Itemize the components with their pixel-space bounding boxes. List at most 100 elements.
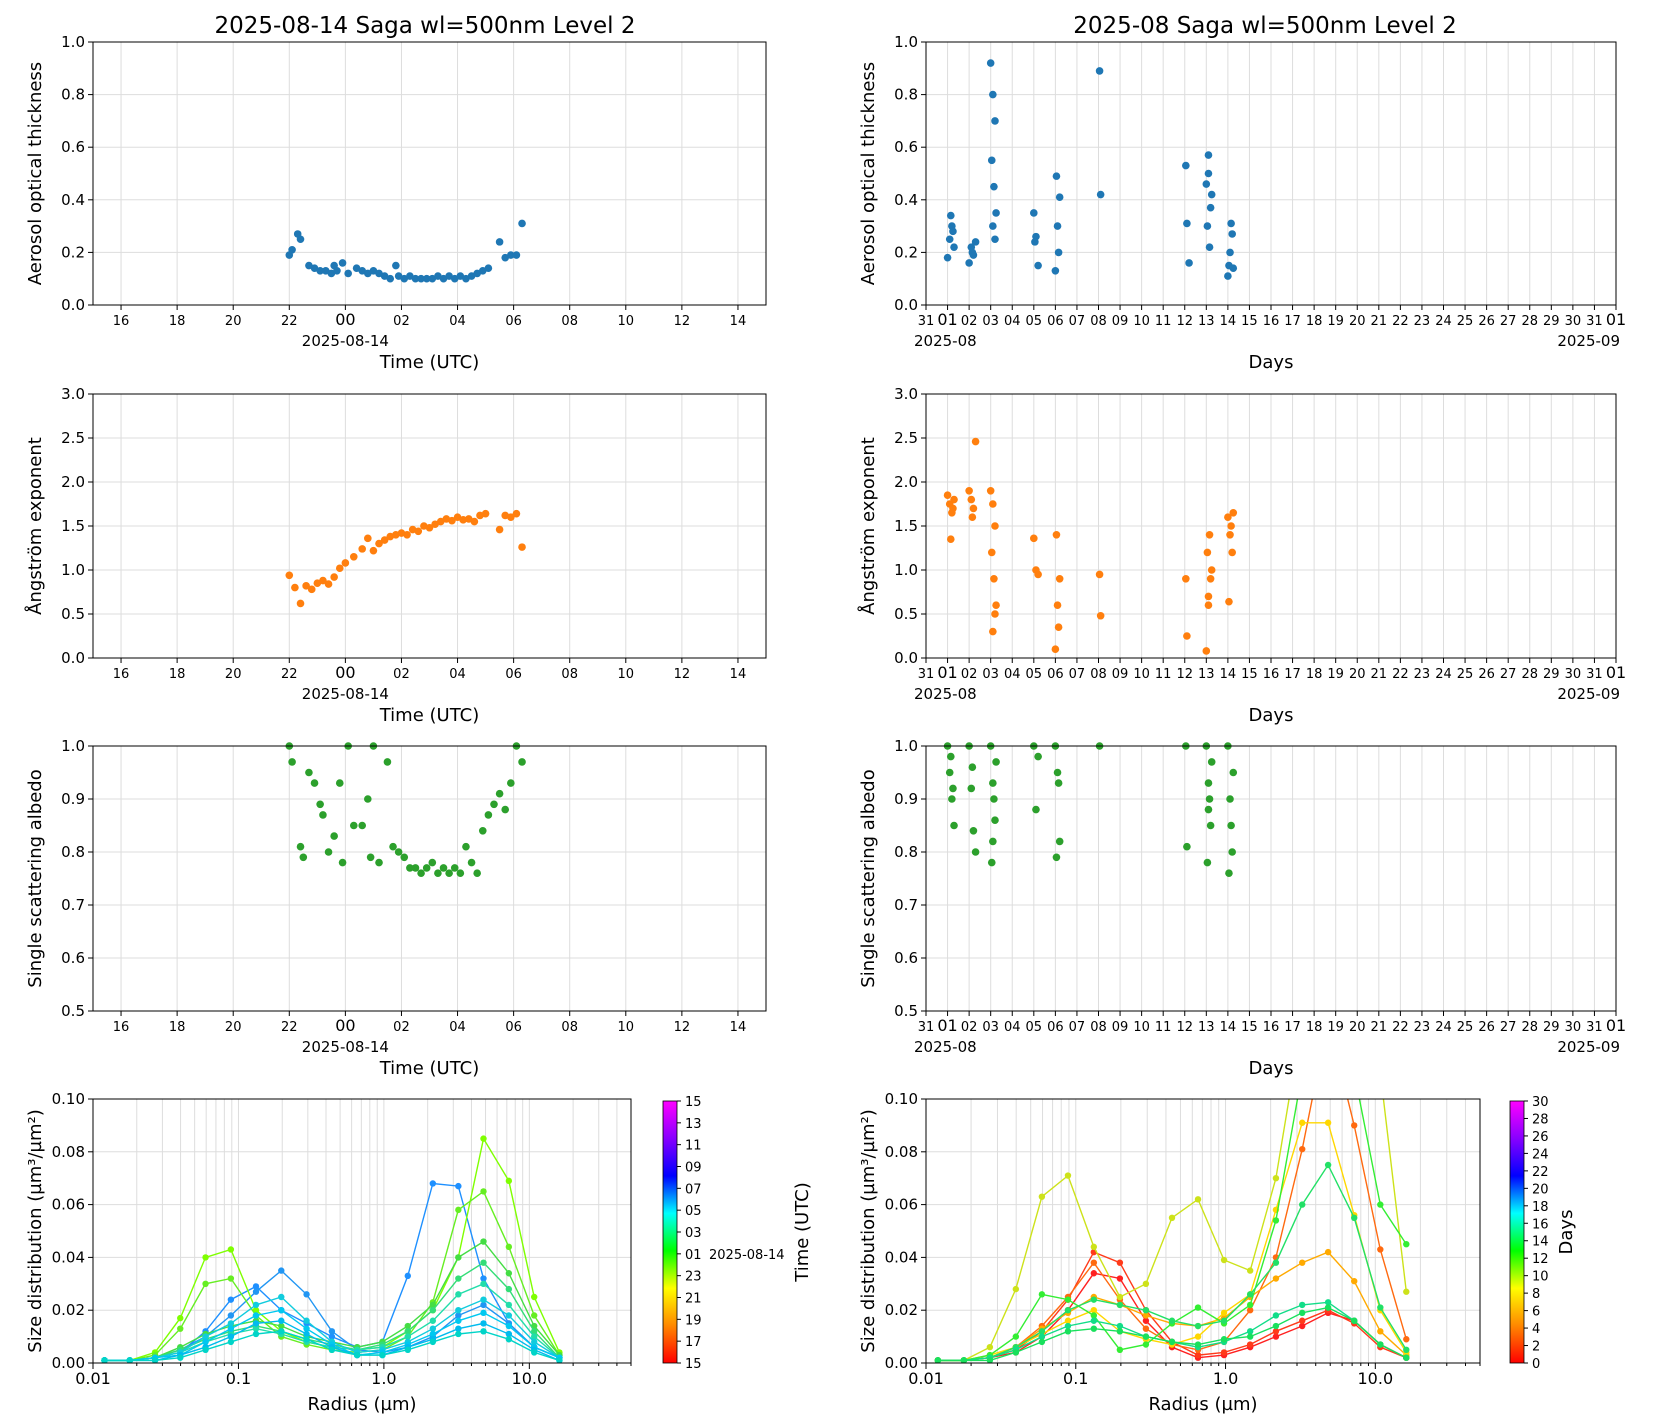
series-point	[1246, 1328, 1254, 1335]
data-point	[949, 227, 957, 236]
data-point	[992, 209, 1000, 217]
data-point	[445, 869, 453, 877]
data-point	[495, 238, 504, 246]
series-point	[1012, 1333, 1020, 1340]
y-tick-label: 0.04	[885, 1248, 918, 1266]
x-tick-label: 17	[1284, 314, 1301, 329]
data-point	[319, 576, 327, 585]
series-line	[937, 1099, 1407, 1362]
series-point	[1403, 1336, 1410, 1343]
y-tick-label: 1.0	[894, 561, 918, 579]
x-tick-label: 02	[393, 314, 410, 329]
colorbar-tick-label: 20	[1532, 1182, 1549, 1197]
series-point	[429, 1180, 437, 1187]
data-point	[1032, 805, 1040, 814]
x-tick-label: 04	[1004, 667, 1021, 682]
data-point	[943, 253, 952, 262]
data-point	[1225, 869, 1233, 877]
series-point	[1220, 1256, 1228, 1264]
x-tick-label: 06	[505, 314, 522, 329]
colorbar-tick-label: 18	[1532, 1200, 1549, 1215]
data-point	[992, 601, 1000, 609]
colorbar-tick-label: 26	[1532, 1130, 1549, 1145]
date-label-left: 2025-08	[914, 685, 977, 703]
colorbar-tick-label: 14	[1532, 1235, 1549, 1250]
data-point	[366, 853, 375, 862]
y-tick-label: 2.0	[894, 473, 918, 491]
y-tick-label: 0.4	[894, 191, 918, 209]
x-tick-label: 21	[1371, 1020, 1388, 1035]
series-point	[429, 1325, 437, 1332]
data-point	[1034, 261, 1042, 270]
ssa_monthly-panel: 31 01 02 03 04 05 06 07 08 09 10 11 12 13 14 15 16 17 18 19…	[858, 737, 1626, 1079]
x-tick-label: 14	[730, 667, 747, 682]
data-point	[1034, 570, 1042, 579]
data-point	[333, 267, 341, 275]
data-point	[1224, 272, 1232, 280]
series-point	[1299, 1301, 1306, 1309]
data-point	[991, 522, 999, 530]
data-point	[392, 261, 400, 270]
y-tick-label: 0.02	[885, 1301, 918, 1319]
data-point	[422, 864, 431, 872]
y-tick-label: 0.10	[52, 1090, 85, 1108]
x-tick-label: 13	[1198, 667, 1215, 682]
y-tick-label: 0.9	[61, 790, 85, 808]
series-point	[429, 1301, 437, 1309]
x-tick-label: 22	[281, 667, 298, 682]
series-point	[1324, 1161, 1332, 1169]
series-point	[1194, 1304, 1202, 1311]
x-tick-label: 24	[1435, 667, 1452, 682]
data-point	[501, 805, 510, 814]
series-point	[1246, 1301, 1254, 1309]
y-axis-label: Size distribution (µm³/µm²)	[858, 1109, 879, 1352]
data-point	[968, 763, 977, 771]
data-point	[316, 267, 324, 275]
series-point	[986, 1357, 994, 1363]
date-label: 2025-08-14	[302, 685, 389, 703]
data-point	[1206, 821, 1215, 830]
x-tick-label: 14	[1220, 314, 1237, 329]
colorbar-tick-label: 0	[1532, 1357, 1540, 1372]
series-point	[1194, 1333, 1202, 1340]
x-tick-label: 08	[561, 314, 578, 329]
series-point	[1064, 1296, 1072, 1303]
data-point	[987, 548, 996, 557]
x-tick-label: 18	[169, 314, 186, 329]
y-tick-label: 3.0	[61, 385, 85, 403]
y-tick-label: 0.8	[61, 86, 85, 104]
series-point	[252, 1320, 260, 1327]
x-tick-label: 28	[1521, 314, 1538, 329]
series-point	[530, 1349, 538, 1356]
series-point	[1142, 1312, 1150, 1319]
series-point	[177, 1314, 184, 1322]
data-point	[1207, 566, 1216, 574]
series-point	[1168, 1317, 1176, 1324]
data-point	[1183, 632, 1191, 640]
data-point	[512, 509, 521, 518]
series-point	[1403, 1354, 1410, 1361]
x-tick-label: 10	[1133, 667, 1150, 682]
data-point	[967, 784, 976, 793]
colorbar-tick-label: 12	[1532, 1252, 1549, 1267]
y-tick-label: 0.02	[52, 1301, 85, 1319]
y-tick-label: 1.0	[894, 33, 918, 51]
data-point	[950, 495, 958, 504]
y-tick-label: 2.0	[61, 473, 85, 491]
x-tick-label: 08	[561, 1020, 578, 1035]
series-point	[252, 1283, 260, 1290]
series-point	[1324, 1299, 1332, 1306]
data-point	[1095, 570, 1104, 579]
series-point	[303, 1317, 310, 1324]
series-point	[1351, 1043, 1357, 1049]
data-point	[943, 491, 952, 500]
data-point	[989, 222, 997, 230]
x-tick-label: 07	[1069, 667, 1086, 682]
data-point	[470, 517, 479, 526]
data-point	[1055, 575, 1064, 583]
series-point	[960, 1357, 968, 1363]
x-tick-label: 12	[1176, 667, 1193, 682]
x-tick-label: 10	[1133, 314, 1150, 329]
series-point	[1064, 1317, 1072, 1324]
x-tick-label: 00	[335, 1016, 355, 1035]
